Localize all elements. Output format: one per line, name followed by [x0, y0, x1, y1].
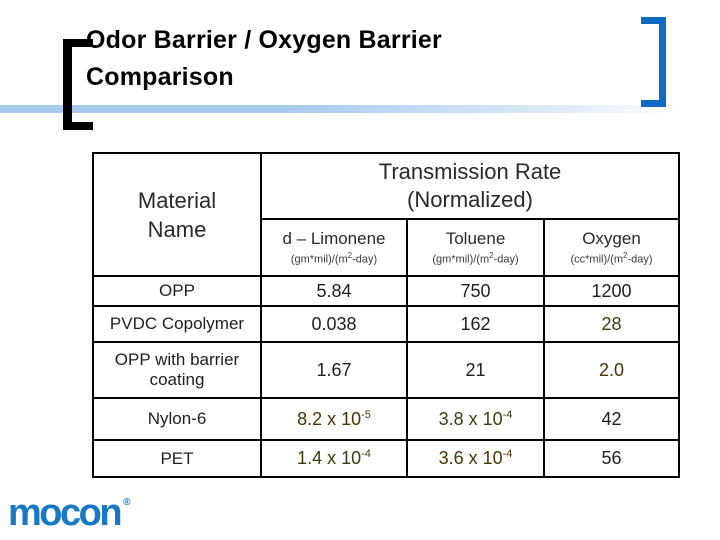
title-underline — [0, 105, 720, 113]
table-row-opp: OPP 5.84 750 1200 — [92, 275, 681, 307]
table-row-opp-barrier: OPP with barrier coating 1.67 21 2.0 — [92, 341, 681, 399]
toluene-value-cell-highlighted: 3.8 x 10-4 — [406, 397, 545, 441]
material-cell: OPP — [92, 275, 262, 307]
limonene-unit: (gm*mil)/(m2-day) — [290, 251, 378, 266]
left-bracket-decoration — [63, 39, 93, 130]
column-header-oxygen: Oxygen (cc*mil)/(m2-day) — [542, 218, 681, 277]
material-cell: PET — [92, 439, 262, 478]
toluene-unit: (gm*mil)/(m2-day) — [432, 251, 519, 266]
material-header-line-2: Name — [147, 216, 207, 242]
toluene-value-cell-highlighted: 3.6 x 10-4 — [406, 439, 545, 478]
group-header-line-2: (Normalized) — [407, 187, 533, 212]
toluene-value-cell: 750 — [406, 275, 545, 307]
column-header-toluene: Toluene (gm*mil)/(m2-day) — [406, 218, 545, 277]
transmission-rate-header: Transmission Rate (Normalized) — [259, 152, 681, 220]
oxygen-value-cell: 56 — [542, 439, 681, 478]
oxygen-value-cell-highlighted: 28 — [542, 305, 681, 343]
title-line-2: Comparison — [86, 63, 234, 91]
table-row-pvdc: PVDC Copolymer 0.038 162 28 — [92, 305, 681, 343]
table-header-row: Material Name Transmission Rate (Normalize… — [92, 152, 681, 277]
comparison-table: Material Name Transmission Rate (Normalize… — [92, 152, 681, 478]
limonene-value-cell-highlighted: 8.2 x 10-5 — [260, 397, 408, 441]
toluene-value-cell: 162 — [406, 305, 545, 343]
limonene-value-cell: 0.038 — [260, 305, 408, 343]
oxygen-label: Oxygen — [582, 229, 641, 249]
oxygen-value-cell: 42 — [542, 397, 681, 441]
toluene-label: Toluene — [445, 229, 506, 249]
material-cell: OPP with barrier coating — [92, 341, 262, 399]
group-header-line-1: Transmission Rate — [378, 159, 562, 184]
column-header-limonene: d – Limonene (gm*mil)/(m2-day) — [260, 218, 408, 277]
material-name-header: Material Name — [92, 152, 262, 277]
limonene-value-cell: 1.67 — [260, 341, 408, 399]
limonene-label: d – Limonene — [282, 229, 386, 249]
limonene-value-cell: 5.84 — [260, 275, 408, 307]
material-cell: Nylon-6 — [92, 397, 262, 441]
mocon-logo-text: mocon — [8, 492, 123, 534]
right-bracket-decoration — [641, 17, 666, 107]
registered-trademark-icon: ® — [123, 497, 131, 508]
title-line-1: Odor Barrier / Oxygen Barrier — [86, 26, 442, 54]
table-subheader-row: d – Limonene (gm*mil)/(m2-day) Toluene (… — [93, 218, 681, 277]
mocon-logo: mocon ® — [8, 492, 131, 540]
oxygen-unit: (cc*mil)/(m2-day) — [570, 251, 653, 266]
table-row-nylon6: Nylon-6 8.2 x 10-5 3.8 x 10-4 42 — [92, 397, 681, 441]
table-row-pet: PET 1.4 x 10-4 3.6 x 10-4 56 — [92, 439, 681, 478]
oxygen-value-cell: 1200 — [542, 275, 681, 307]
material-cell: PVDC Copolymer — [92, 305, 262, 343]
page-title: Odor Barrier / Oxygen Barrier Comparison — [86, 22, 442, 96]
limonene-value-cell-highlighted: 1.4 x 10-4 — [260, 439, 408, 478]
toluene-value-cell: 21 — [406, 341, 545, 399]
oxygen-value-cell-highlighted: 2.0 — [542, 341, 681, 399]
material-header-line-1: Material — [137, 187, 217, 213]
